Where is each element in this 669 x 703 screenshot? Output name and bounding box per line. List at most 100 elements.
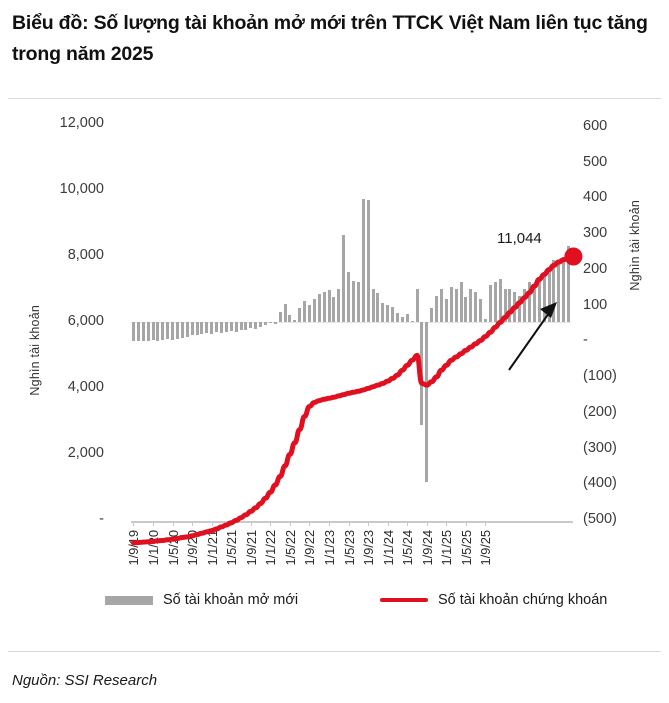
x-axis-tick [485, 521, 487, 526]
y-axis-left-tick: 10,000 [59, 181, 104, 197]
x-axis-label: 1/9/24 [419, 530, 435, 566]
x-axis-label: 1/9/21 [243, 530, 259, 566]
bar [425, 322, 429, 482]
bar [219, 322, 223, 334]
x-axis-tick [368, 521, 370, 526]
bar [259, 322, 263, 328]
bar [298, 308, 302, 322]
x-axis-tick [133, 521, 135, 526]
x-axis-label: 1/9/22 [302, 530, 318, 566]
bar [180, 322, 184, 339]
bar [503, 288, 507, 322]
bar [239, 322, 243, 331]
bar [420, 322, 424, 425]
bar [283, 303, 287, 322]
x-axis-tick [387, 521, 389, 526]
bar [439, 288, 443, 322]
bar [195, 322, 199, 335]
bar [381, 303, 385, 322]
bar [303, 300, 307, 322]
legend-item-bars[interactable]: Số tài khoản mở mới [105, 592, 298, 608]
bar [513, 292, 517, 322]
bar [312, 299, 316, 322]
bar [293, 320, 297, 322]
y-axis-right-tick: (500) [583, 511, 617, 527]
x-axis-label: 1/5/22 [282, 530, 298, 566]
x-axis-label: 1/1/25 [439, 530, 455, 566]
x-axis-label: 1/5/23 [341, 530, 357, 566]
bar [567, 245, 571, 322]
legend-label-line: Số tài khoản chứng khoán [438, 592, 608, 608]
bar [493, 281, 497, 322]
y-axis-right-tick: - [583, 332, 588, 349]
x-axis-label: 1/5/21 [224, 530, 240, 566]
bar [268, 322, 272, 323]
y-axis-right-tick: (300) [583, 439, 617, 456]
bar [307, 305, 311, 322]
x-axis-label: 1/9/19 [126, 530, 142, 566]
bar [156, 322, 160, 341]
bar [249, 322, 253, 329]
bar [405, 314, 409, 322]
bar [224, 322, 228, 332]
bar [430, 308, 434, 322]
bar [474, 292, 478, 322]
bar [210, 322, 214, 334]
bar [166, 322, 170, 340]
y-axis-right-tick: (400) [583, 475, 617, 492]
x-axis-label: 1/1/20 [146, 530, 161, 566]
bar [386, 305, 390, 322]
bar [131, 322, 135, 341]
divider-bottom [8, 651, 661, 652]
legend-item-line[interactable]: Số tài khoản chứng khoán [380, 592, 607, 608]
line-swatch-icon [380, 598, 428, 602]
bar [215, 322, 219, 333]
bar [483, 318, 487, 322]
y-axis-right-tick: 100 [583, 296, 608, 313]
x-axis-line [131, 521, 573, 523]
y-axis-right-tick: 300 [583, 225, 608, 242]
bar [415, 288, 419, 322]
bar [395, 313, 399, 322]
bar [523, 288, 527, 322]
x-axis-tick [426, 521, 428, 526]
x-axis-tick [446, 521, 448, 526]
bar [444, 299, 448, 322]
bar [459, 281, 463, 322]
bar [518, 295, 522, 322]
bar [327, 290, 331, 322]
bar [488, 285, 492, 322]
bar [175, 322, 179, 339]
y-axis-left-tick: 12,000 [59, 115, 104, 131]
x-axis-tick [309, 521, 311, 526]
bar [537, 278, 541, 322]
y-axis-title-left: Nghìn tài khoản [28, 305, 42, 396]
bar [234, 322, 238, 332]
x-axis-label: 1/5/24 [400, 530, 416, 566]
chart-area: Nghìn tài khoản Nghìn tài khoản - 2,000 4,… [0, 100, 669, 645]
y-axis-left-tick: 6,000 [67, 313, 104, 329]
bar [322, 291, 326, 322]
bar-swatch-icon [105, 595, 153, 605]
x-axis-tick [153, 521, 154, 526]
bar [347, 272, 351, 322]
bar [141, 322, 145, 341]
bar [273, 322, 277, 324]
bar [532, 285, 536, 322]
plot-area [131, 100, 571, 521]
bar [161, 322, 165, 340]
y-axis-right-tick: 400 [583, 189, 608, 206]
x-axis-tick [348, 521, 350, 526]
bar [508, 289, 512, 322]
bar [200, 322, 204, 334]
bar [454, 289, 458, 322]
bar [205, 322, 209, 334]
bar [151, 322, 155, 341]
bar [317, 293, 321, 322]
x-axis-label: 1/9/23 [361, 530, 377, 566]
x-axis-tick [465, 521, 467, 526]
bar [263, 322, 267, 325]
x-axis-label: 1/5/20 [165, 530, 181, 566]
bar [542, 272, 546, 322]
bar [136, 322, 140, 342]
